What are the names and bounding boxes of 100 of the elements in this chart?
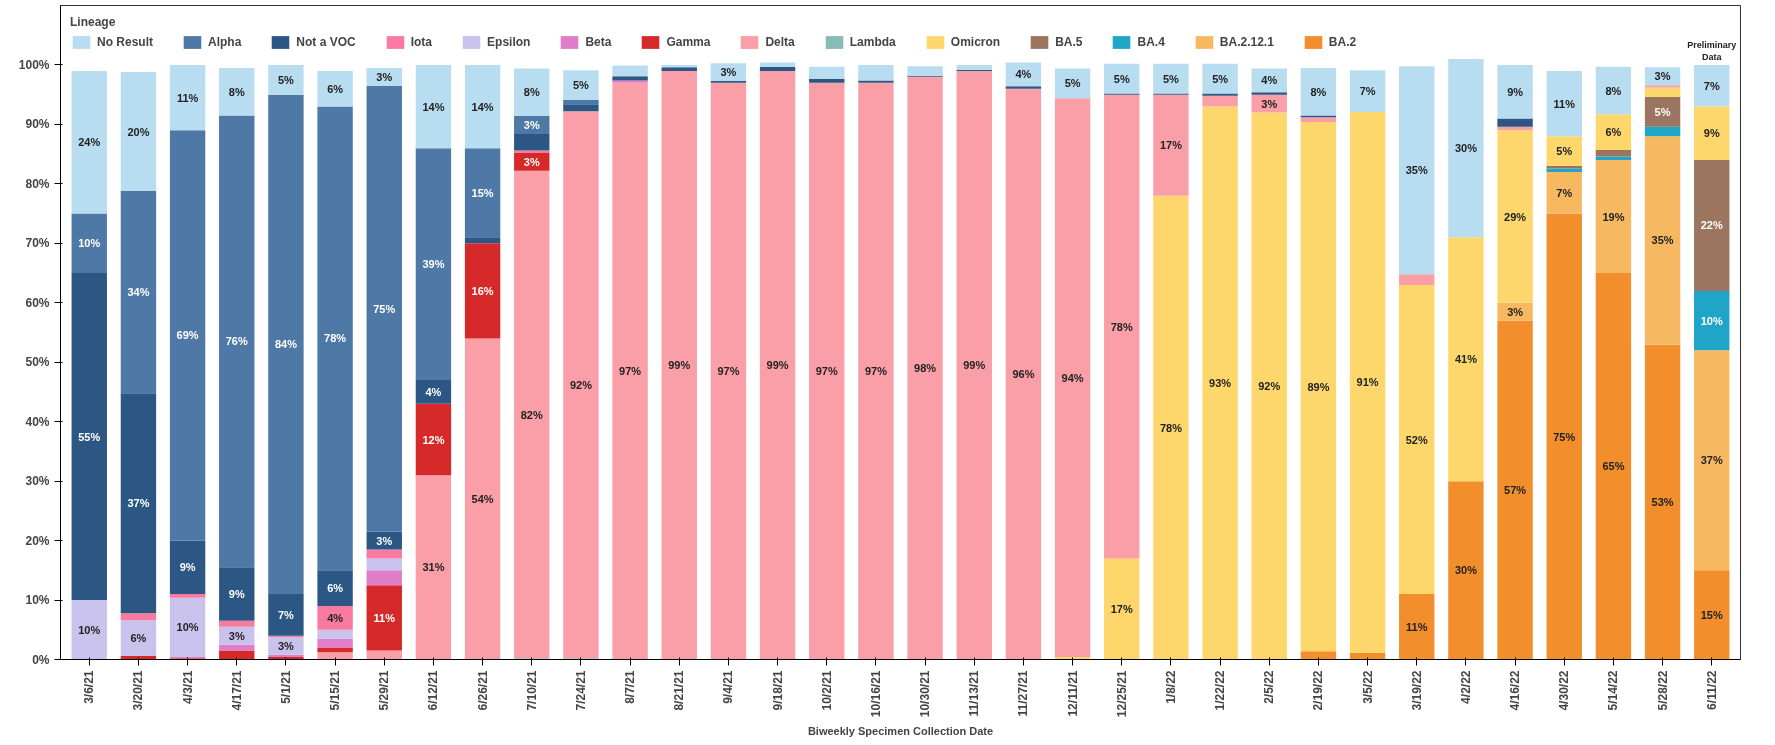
data-label: 6% [327, 82, 344, 95]
data-label: 37% [1700, 454, 1723, 467]
x-tick-label: 5/29/21 [377, 670, 392, 711]
data-label: 8% [1310, 85, 1327, 98]
data-label: 93% [1209, 377, 1232, 390]
data-label: 15% [471, 186, 494, 199]
data-label: 10% [1700, 314, 1723, 327]
data-label: 78% [324, 332, 347, 345]
data-label: 7% [1556, 186, 1573, 199]
data-label: 11% [373, 611, 396, 624]
data-label: 35% [1405, 164, 1428, 177]
x-axis-title: Biweekly Specimen Collection Date [807, 725, 994, 738]
legend-label: Epsilon [487, 35, 531, 49]
data-label: 11% [1406, 620, 1428, 633]
data-label: 99% [766, 359, 789, 372]
data-label: 4% [1015, 68, 1032, 81]
x-tick-label: 7/10/21 [524, 670, 539, 711]
data-label: 9% [228, 588, 245, 601]
data-label: 65% [1602, 460, 1625, 473]
x-tick-label: 4/2/22 [1458, 670, 1473, 704]
y-tick-label: 50% [25, 355, 50, 370]
data-label: 75% [373, 302, 396, 315]
data-label: 30% [1454, 564, 1478, 577]
data-label: 10% [78, 623, 101, 636]
x-tick-label: 5/15/21 [328, 670, 343, 711]
legend-label: Gamma [666, 35, 711, 49]
x-tick-label: 6/26/21 [475, 670, 490, 711]
y-tick-label: 80% [25, 176, 50, 191]
data-label: 98% [914, 362, 937, 375]
x-tick-label: 10/30/21 [918, 670, 933, 718]
data-label: 9% [1703, 127, 1720, 140]
x-tick-label: 3/5/22 [1360, 670, 1375, 704]
data-label: 10% [176, 621, 199, 634]
x-tick-label: 10/2/21 [819, 670, 834, 711]
legend-label: BA.5 [1055, 35, 1083, 49]
data-label: 29% [1504, 210, 1527, 223]
data-label: 3% [523, 119, 540, 131]
x-tick-label: 12/25/21 [1114, 670, 1129, 718]
data-label: 7% [1703, 79, 1720, 92]
data-label: 5% [1162, 72, 1180, 85]
data-label: 9% [179, 561, 196, 574]
data-label: 17% [1110, 602, 1133, 615]
data-label: 3% [1507, 305, 1524, 318]
x-tick-label: 3/20/21 [131, 670, 146, 711]
data-label: 92% [569, 378, 593, 391]
legend-label: Beta [585, 35, 612, 49]
x-tick-label: 4/17/21 [229, 670, 244, 711]
data-label: 6% [130, 632, 147, 645]
data-label: 9% [1507, 85, 1524, 98]
data-label: 8% [228, 85, 245, 98]
x-tick-label: 2/19/22 [1311, 670, 1326, 711]
data-label: 8% [523, 86, 540, 99]
x-tick-label: 10/16/21 [868, 670, 883, 718]
data-label: 37% [127, 497, 150, 510]
data-label: 35% [1651, 234, 1674, 247]
x-tick-label: 9/18/21 [770, 670, 785, 711]
data-label: 94% [1061, 371, 1084, 384]
data-label: 3% [376, 534, 393, 547]
data-label: 97% [864, 365, 888, 378]
data-label: 3% [523, 155, 540, 168]
x-tick-label: 12/11/21 [1065, 670, 1080, 717]
data-label: 31% [422, 561, 445, 574]
data-label: 3% [228, 629, 245, 642]
y-tick-label: 30% [25, 474, 50, 489]
legend-label: BA.4 [1137, 35, 1165, 49]
data-label: 10% [78, 237, 101, 250]
legend-label: Iota [410, 35, 433, 49]
data-label: 3% [1261, 97, 1278, 110]
data-label: 57% [1504, 484, 1527, 497]
x-tick-label: 2/5/22 [1262, 670, 1277, 704]
legend-label: Delta [765, 35, 795, 49]
data-label: 19% [1602, 210, 1625, 223]
data-label: 12% [422, 433, 445, 446]
data-label: 97% [717, 365, 740, 378]
data-label: 52% [1405, 433, 1428, 446]
data-label: 82% [520, 408, 543, 421]
data-label: 3% [1654, 70, 1671, 83]
y-tick-label: 0% [32, 652, 50, 667]
data-label: 6% [1605, 126, 1622, 139]
data-label: 92% [1258, 380, 1281, 393]
data-label: 78% [1159, 421, 1183, 434]
data-label: 5% [1556, 145, 1573, 158]
legend-label: Alpha [208, 35, 242, 49]
x-tick-label: 6/11/22 [1704, 670, 1719, 710]
data-label: 5% [277, 73, 295, 86]
data-label: 76% [225, 335, 248, 348]
x-tick-label: 11/27/21 [1016, 670, 1031, 717]
x-tick-label: 11/13/21 [967, 670, 982, 717]
data-label: 53% [1651, 495, 1674, 508]
data-label: 24% [78, 136, 101, 149]
data-label: 17% [1159, 139, 1183, 152]
data-label: 34% [127, 286, 150, 299]
legend-label: No Result [97, 35, 154, 49]
data-label: 3% [277, 639, 295, 652]
data-label: 16% [471, 284, 494, 297]
data-label: 75% [1553, 430, 1576, 443]
data-label: 5% [1064, 77, 1081, 90]
legend-label: Omicron [950, 35, 1001, 49]
data-label: 14% [471, 100, 494, 113]
x-tick-label: 8/7/21 [623, 670, 638, 704]
